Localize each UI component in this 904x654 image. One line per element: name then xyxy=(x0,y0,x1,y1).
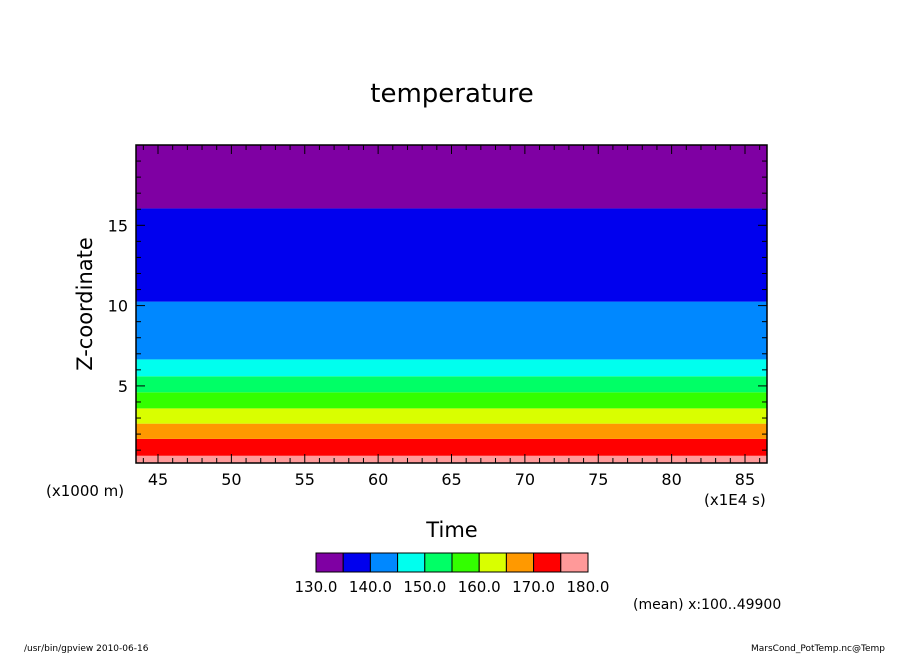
colorbar-labels: 130.0 140.0 150.0 160.0 170.0 180.0 xyxy=(295,578,610,596)
y-tick-labels: 5 10 15 xyxy=(108,216,128,396)
heatmap-band-9 xyxy=(136,145,767,209)
x-tick-labels: 45 50 55 60 65 70 75 80 85 xyxy=(148,470,755,489)
heatmap-bands xyxy=(136,145,767,463)
heatmap-band-5 xyxy=(136,376,767,393)
colorbar-swatch-5 xyxy=(451,552,480,573)
x-tick-label: 45 xyxy=(148,470,168,489)
mean-annotation: (mean) x:100..49900 xyxy=(633,597,781,613)
heatmap-band-4 xyxy=(136,392,767,409)
colorbar-label: 130.0 xyxy=(295,578,338,596)
x-tick-label: 75 xyxy=(588,470,608,489)
heatmap-band-6 xyxy=(136,359,767,377)
colorbar-label: 180.0 xyxy=(567,578,610,596)
colorbar-swatch-3 xyxy=(397,552,426,573)
colorbar xyxy=(315,552,589,573)
x-tick-label: 85 xyxy=(735,470,755,489)
colorbar-label: 140.0 xyxy=(349,578,392,596)
x-tick-label: 65 xyxy=(441,470,461,489)
heatmap-band-2 xyxy=(136,423,767,439)
colorbar-swatch-8 xyxy=(533,552,562,573)
x-tick-label: 55 xyxy=(295,470,315,489)
y-tick-label: 5 xyxy=(118,377,128,396)
y-unit-label: (x1000 m) xyxy=(46,482,124,500)
plot-frame xyxy=(135,144,768,464)
colorbar-swatch-0 xyxy=(315,552,344,573)
colorbar-swatch-2 xyxy=(369,552,399,573)
heatmap-band-3 xyxy=(136,408,767,424)
colorbar-swatch-9 xyxy=(560,552,589,573)
chart-title: temperature xyxy=(370,79,533,109)
footer-left: /usr/bin/gpview 2010-06-16 xyxy=(24,644,149,654)
colorbar-swatch-1 xyxy=(342,552,371,573)
x-tick-label: 60 xyxy=(368,470,388,489)
heatmap-band-8 xyxy=(136,208,767,302)
x-tick-label: 70 xyxy=(515,470,535,489)
colorbar-label: 160.0 xyxy=(458,578,501,596)
y-axis-label: Z-coordinate xyxy=(73,237,97,371)
colorbar-swatch-7 xyxy=(505,552,535,573)
x-unit-label: (x1E4 s) xyxy=(704,491,766,509)
colorbar-swatch-4 xyxy=(424,552,453,573)
colorbar-label: 150.0 xyxy=(403,578,446,596)
x-tick-label: 80 xyxy=(661,470,681,489)
heatmap-band-1 xyxy=(136,438,767,456)
colorbar-swatch-6 xyxy=(478,552,507,573)
heatmap-band-7 xyxy=(136,301,767,360)
y-tick-label: 10 xyxy=(108,297,128,316)
footer-right: MarsCond_PotTemp.nc@Temp xyxy=(751,644,885,654)
axis-ticks xyxy=(136,144,767,463)
x-tick-label: 50 xyxy=(221,470,241,489)
y-tick-label: 15 xyxy=(108,216,128,235)
colorbar-label: 170.0 xyxy=(512,578,555,596)
x-axis-label: Time xyxy=(425,518,477,542)
